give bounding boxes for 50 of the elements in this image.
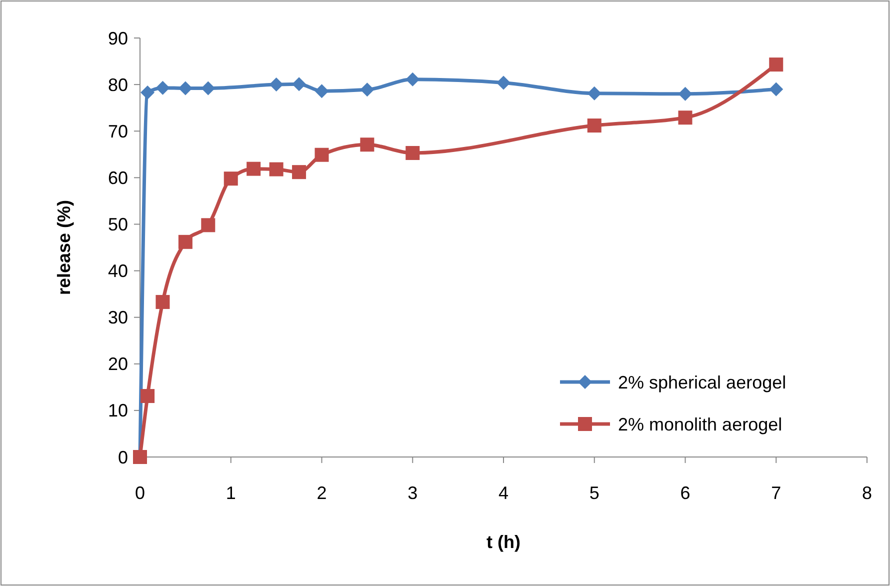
point [292,165,306,180]
point [360,82,374,97]
y-tick-label: 20 [108,354,128,374]
point [140,389,155,404]
x-tick-label: 5 [589,483,600,503]
x-tick-label: 7 [771,483,782,503]
x-tick-label: 4 [498,483,509,503]
point [269,78,284,92]
point [178,234,192,249]
y-tick-label: 50 [108,214,128,235]
y-tick-label: 60 [108,168,128,188]
point [678,110,692,125]
y-axis-title: release (%) [54,200,74,296]
x-tick-label: 0 [134,483,146,503]
y-tick-label: 40 [108,261,128,282]
point [587,118,602,133]
point [314,84,329,98]
x-tick-label: 8 [862,483,872,503]
point [224,172,238,186]
y-tick-label: 0 [118,447,128,468]
point [496,76,510,90]
point [156,294,170,309]
point [769,82,784,96]
x-tick-label: 2 [316,483,327,503]
y-tick-label: 70 [108,121,128,142]
point [201,81,216,96]
point [156,80,170,95]
x-axis-title: t (h) [486,532,520,552]
y-tick-label: 80 [108,74,128,95]
point [269,162,284,176]
point [769,58,784,72]
point [406,72,420,86]
point [140,85,155,100]
x-tick-label: 6 [680,483,690,503]
point [178,81,192,96]
legend-label: 2% monolith aerogel [618,414,782,434]
point [246,162,261,176]
point [360,138,374,152]
point [678,86,692,101]
y-tick-label: 90 [108,28,128,48]
x-tick-label: 3 [408,483,418,503]
point [201,218,216,232]
point [406,146,420,160]
point [314,148,329,162]
y-tick-label: 10 [108,400,128,421]
point [587,86,602,100]
legend-label: 2% spherical aerogel [618,372,786,392]
point [292,77,306,92]
y-tick-label: 30 [108,308,128,328]
x-tick-label: 1 [226,483,236,503]
